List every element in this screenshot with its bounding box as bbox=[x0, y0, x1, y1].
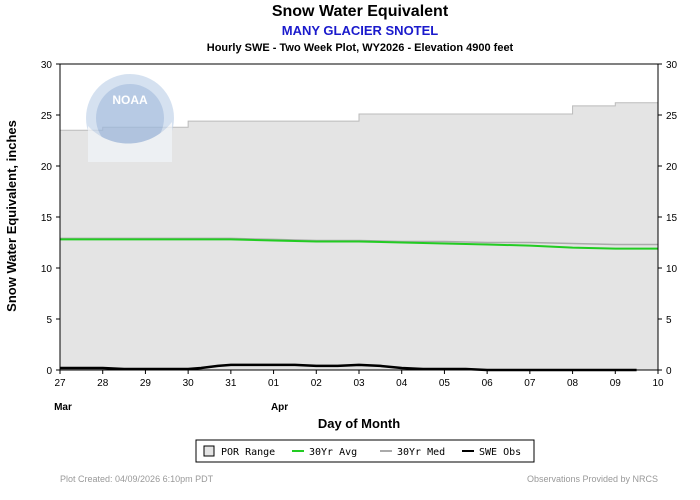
noaa-logo-wave bbox=[88, 122, 172, 162]
y-tick-label-right: 10 bbox=[666, 264, 678, 275]
x-tick-label: 03 bbox=[353, 378, 365, 389]
y-tick-label-left: 25 bbox=[41, 111, 53, 122]
x-tick-label: 30 bbox=[183, 378, 195, 389]
legend-label-swe-obs: SWE Obs bbox=[479, 447, 521, 458]
month-label: Mar bbox=[54, 402, 72, 413]
legend-label-por-range: POR Range bbox=[221, 447, 275, 458]
y-tick-label-left: 10 bbox=[41, 264, 53, 275]
x-tick-label: 09 bbox=[610, 378, 622, 389]
noaa-logo-text: NOAA bbox=[112, 93, 148, 107]
x-tick-label: 01 bbox=[268, 378, 280, 389]
plot-description: Hourly SWE - Two Week Plot, WY2026 - Ele… bbox=[207, 42, 514, 54]
y-tick-label-right: 30 bbox=[666, 60, 678, 71]
nrcs-credit: Observations Provided by NRCS bbox=[527, 474, 658, 484]
noaa-logo-disc bbox=[96, 84, 164, 152]
y-tick-label-right: 15 bbox=[666, 213, 678, 224]
y-tick-label-left: 30 bbox=[41, 60, 53, 71]
x-tick-label: 06 bbox=[482, 378, 494, 389]
legend-box bbox=[195, 439, 535, 463]
x-tick-label: 28 bbox=[97, 378, 109, 389]
y-tick-label-right: 5 bbox=[666, 315, 672, 326]
por-range-area bbox=[60, 102, 658, 370]
y-tick-label-right: 25 bbox=[666, 111, 678, 122]
plot-created-note: Plot Created: 04/09/2026 6:10pm PDT bbox=[60, 474, 214, 484]
legend-label-30yr-avg: 30Yr Avg bbox=[309, 447, 357, 458]
chart-title: Snow Water Equivalent bbox=[272, 3, 449, 20]
x-tick-label: 08 bbox=[567, 378, 579, 389]
y-tick-label-right: 20 bbox=[666, 162, 678, 173]
station-name: MANY GLACIER SNOTEL bbox=[282, 23, 439, 38]
legend-label-30yr-med: 30Yr Med bbox=[397, 447, 445, 458]
month-label: Apr bbox=[271, 402, 288, 413]
x-tick-label: 05 bbox=[439, 378, 451, 389]
x-tick-label: 02 bbox=[311, 378, 323, 389]
y-tick-label-left: 0 bbox=[46, 366, 52, 377]
x-tick-label: 07 bbox=[524, 378, 536, 389]
noaa-logo: NOAA bbox=[86, 74, 174, 162]
y-tick-label-left: 5 bbox=[46, 315, 52, 326]
y-axis-label: Snow Water Equivalent, inches bbox=[4, 120, 19, 312]
legend-swatch-por-range bbox=[203, 445, 215, 457]
30yr-avg-line bbox=[60, 238, 658, 250]
x-axis-label: Day of Month bbox=[318, 416, 400, 431]
legend: POR Range 30Yr Avg 30Yr Med SWE Obs bbox=[195, 439, 535, 463]
x-tick-label: 04 bbox=[396, 378, 408, 389]
y-tick-label-left: 15 bbox=[41, 213, 53, 224]
y-tick-label-right: 0 bbox=[666, 366, 672, 377]
x-tick-label: 31 bbox=[225, 378, 237, 389]
y-tick-label-left: 20 bbox=[41, 162, 53, 173]
x-tick-label: 29 bbox=[140, 378, 152, 389]
x-tick-label: 10 bbox=[652, 378, 664, 389]
x-tick-label: 27 bbox=[54, 378, 66, 389]
